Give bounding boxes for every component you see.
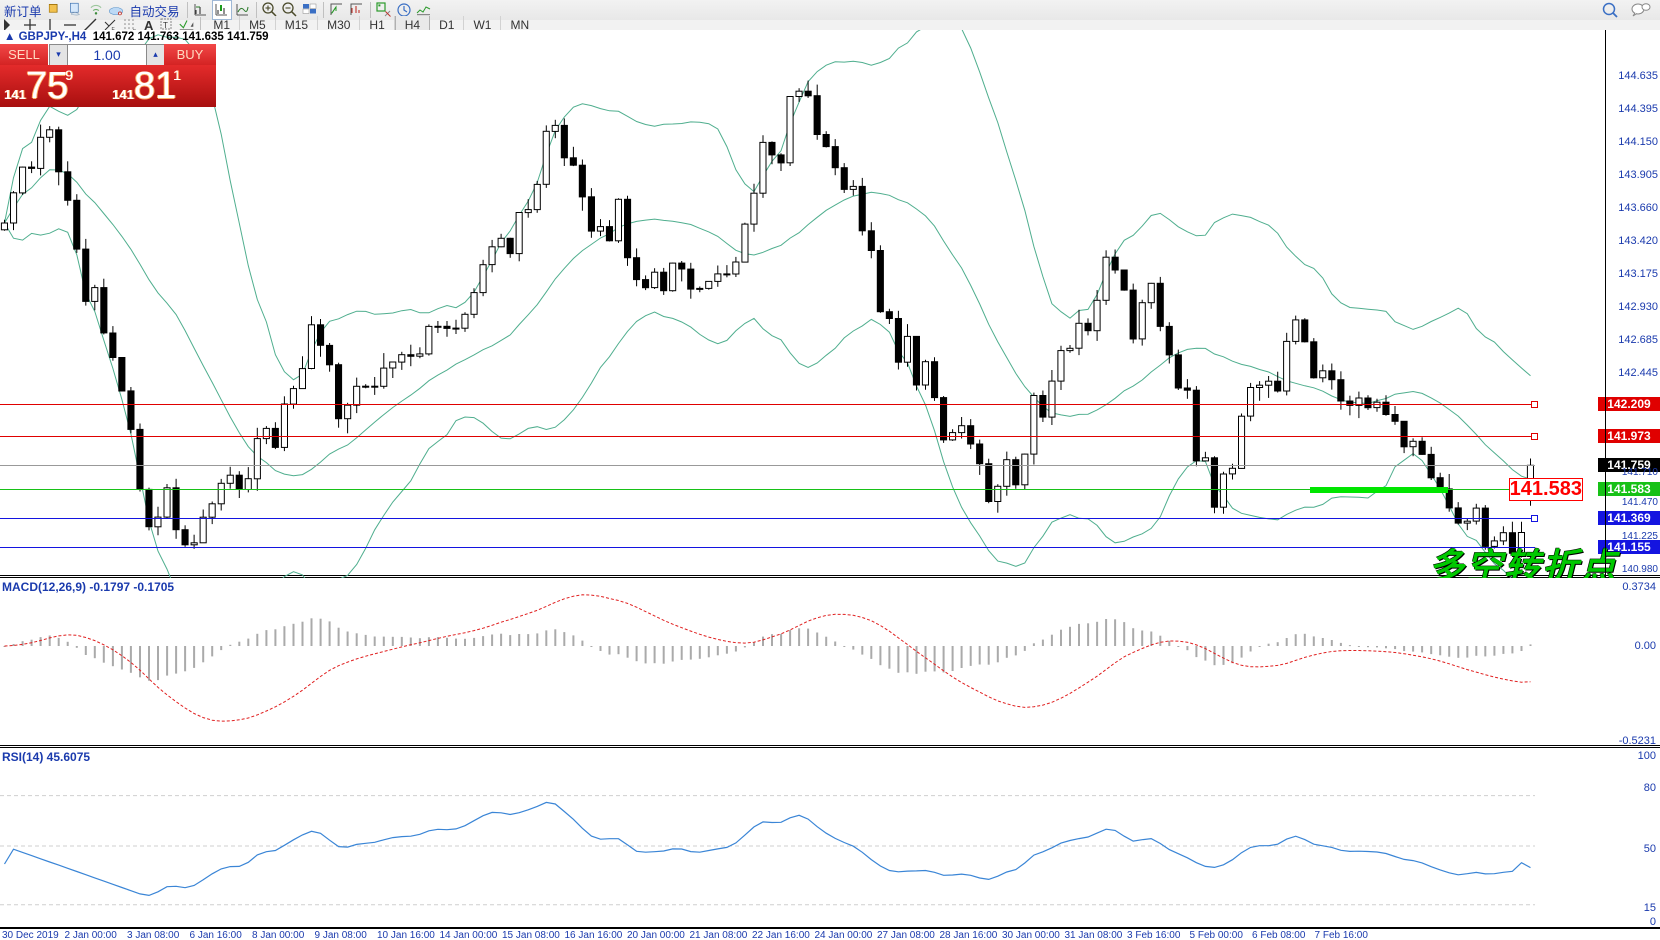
svg-text:T: T [163,21,168,30]
